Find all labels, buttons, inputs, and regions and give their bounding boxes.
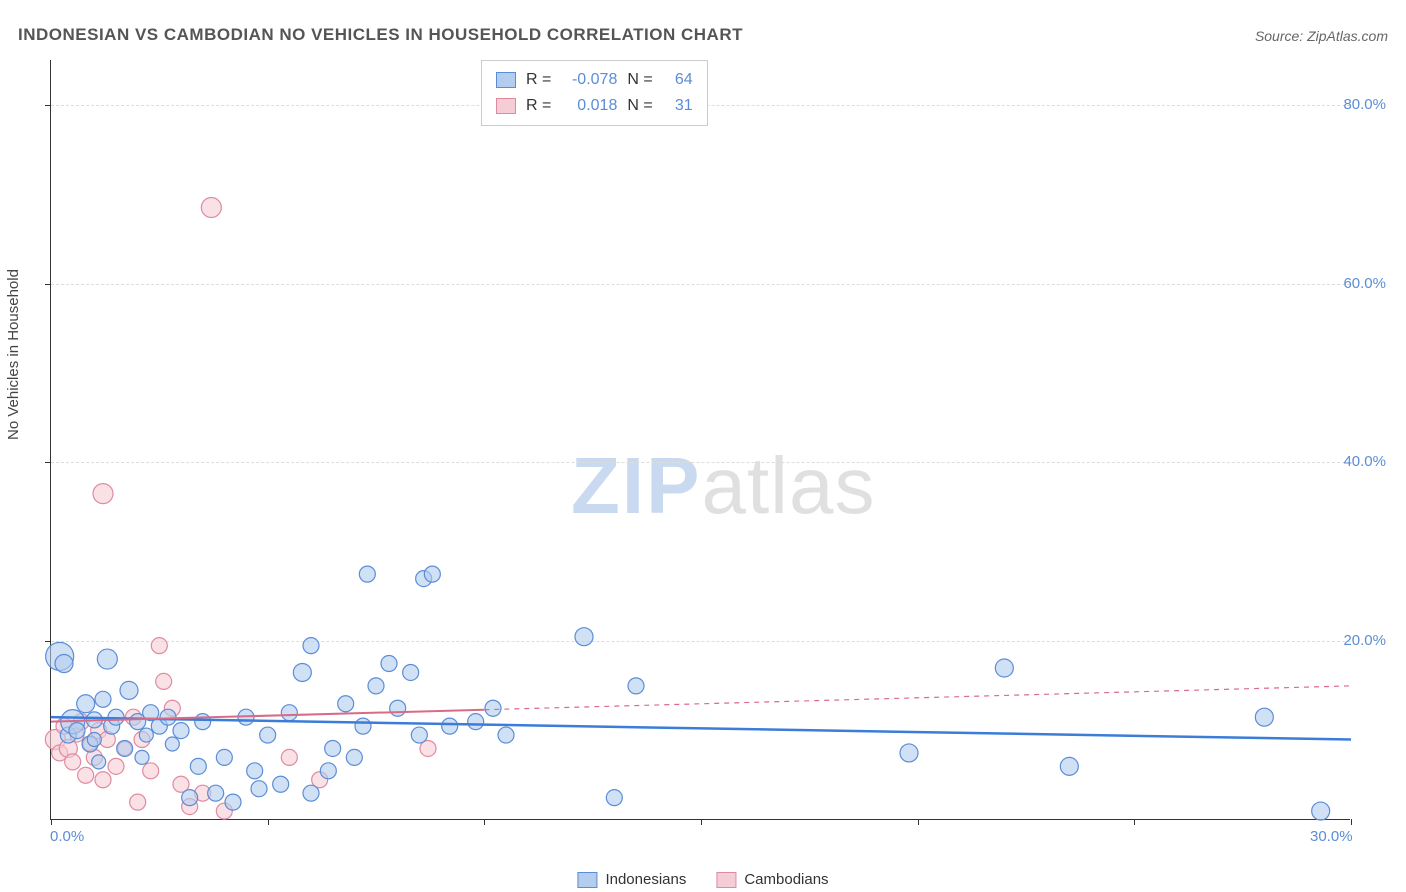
scatter-point [77, 695, 95, 713]
y-tick-label: 60.0% [1343, 275, 1386, 292]
y-tick-label: 40.0% [1343, 453, 1386, 470]
scatter-point [251, 781, 267, 797]
scatter-point [498, 727, 514, 743]
scatter-point [156, 673, 172, 689]
scatter-point [120, 681, 138, 699]
scatter-point [108, 758, 124, 774]
scatter-point [411, 727, 427, 743]
x-tick-label: 0.0% [50, 828, 84, 845]
legend-swatch-icon [716, 872, 736, 888]
scatter-point [95, 691, 111, 707]
scatter-point [606, 790, 622, 806]
scatter-point [485, 700, 501, 716]
scatter-point [78, 767, 94, 783]
n-label: N = [627, 67, 652, 93]
scatter-point [65, 754, 81, 770]
scatter-point [355, 718, 371, 734]
scatter-point [293, 663, 311, 681]
legend-swatch-icon [496, 98, 516, 114]
scatter-point [1060, 757, 1078, 775]
scatter-point [995, 659, 1013, 677]
scatter-point [403, 664, 419, 680]
scatter-point [273, 776, 289, 792]
scatter-point [325, 740, 341, 756]
n-value: 31 [663, 93, 693, 119]
scatter-point [92, 755, 106, 769]
y-axis-label: No Vehicles in Household [5, 269, 22, 440]
scatter-point [424, 566, 440, 582]
scatter-point [173, 723, 189, 739]
trend-line [51, 717, 1351, 739]
n-label: N = [627, 93, 652, 119]
scatter-point [281, 705, 297, 721]
scatter-point [165, 737, 179, 751]
scatter-point [260, 727, 276, 743]
scatter-point [69, 723, 85, 739]
scatter-point [97, 649, 117, 669]
scatter-point [381, 656, 397, 672]
r-label: R = [526, 93, 551, 119]
legend-item-indonesians: Indonesians [577, 871, 686, 888]
scatter-point [151, 638, 167, 654]
scatter-point [303, 785, 319, 801]
scatter-point [368, 678, 384, 694]
legend-swatch-icon [577, 872, 597, 888]
legend-swatch-icon [496, 72, 516, 88]
scatter-point [1255, 708, 1273, 726]
scatter-point [900, 744, 918, 762]
scatter-point [216, 749, 232, 765]
scatter-point [338, 696, 354, 712]
y-tick-label: 20.0% [1343, 632, 1386, 649]
scatter-point [95, 772, 111, 788]
scatter-point [442, 718, 458, 734]
legend-stats-row-0: R = -0.078 N = 64 [496, 67, 693, 93]
legend-item-cambodians: Cambodians [716, 871, 828, 888]
scatter-point [359, 566, 375, 582]
scatter-point [468, 714, 484, 730]
x-tick-label: 30.0% [1310, 828, 1353, 845]
scatter-point [628, 678, 644, 694]
scatter-point [195, 714, 211, 730]
scatter-point [1312, 802, 1330, 820]
scatter-point [87, 733, 101, 747]
legend-stats-box: R = -0.078 N = 64 R = 0.018 N = 31 [481, 60, 708, 126]
scatter-point [320, 763, 336, 779]
legend-label: Cambodians [744, 871, 828, 888]
scatter-point [303, 638, 319, 654]
scatter-point [575, 628, 593, 646]
r-value: -0.078 [561, 67, 617, 93]
chart-container: INDONESIAN VS CAMBODIAN NO VEHICLES IN H… [0, 0, 1406, 892]
n-value: 64 [663, 67, 693, 93]
scatter-point [117, 740, 133, 756]
scatter-point [208, 785, 224, 801]
r-label: R = [526, 67, 551, 93]
scatter-point [130, 794, 146, 810]
scatter-point [281, 749, 297, 765]
scatter-point [139, 728, 153, 742]
chart-title: INDONESIAN VS CAMBODIAN NO VEHICLES IN H… [18, 25, 743, 45]
scatter-point [160, 709, 176, 725]
plot-area: ZIPatlas R = -0.078 N = 64 R = 0.018 N =… [50, 60, 1350, 820]
trend-line-dashed [484, 686, 1351, 710]
scatter-point [182, 790, 198, 806]
y-tick-label: 80.0% [1343, 96, 1386, 113]
source-attribution: Source: ZipAtlas.com [1255, 28, 1388, 44]
r-value: 0.018 [561, 93, 617, 119]
scatter-point [55, 655, 73, 673]
scatter-point [201, 198, 221, 218]
bottom-legend: Indonesians Cambodians [577, 871, 828, 888]
scatter-point [247, 763, 263, 779]
scatter-point [225, 794, 241, 810]
scatter-point [93, 484, 113, 504]
scatter-point [346, 749, 362, 765]
scatter-point [190, 758, 206, 774]
scatter-point [135, 750, 149, 764]
scatter-svg [51, 60, 1350, 819]
scatter-point [390, 700, 406, 716]
scatter-point [143, 763, 159, 779]
legend-stats-row-1: R = 0.018 N = 31 [496, 93, 693, 119]
legend-label: Indonesians [605, 871, 686, 888]
